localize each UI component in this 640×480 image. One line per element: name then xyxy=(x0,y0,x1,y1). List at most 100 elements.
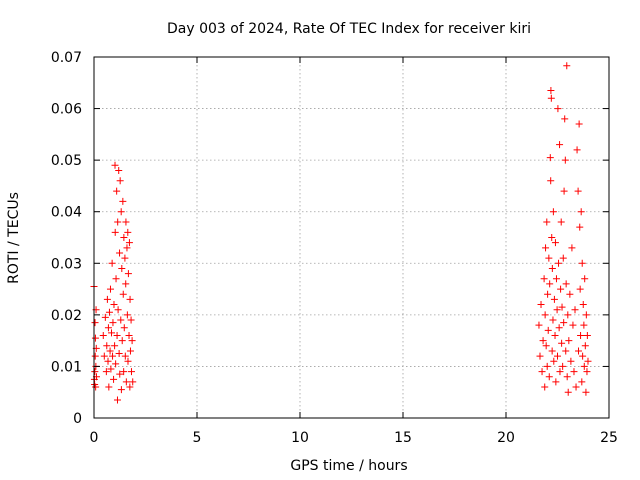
data-point xyxy=(116,370,124,378)
data-point xyxy=(555,324,563,332)
data-point xyxy=(108,259,116,267)
data-point xyxy=(573,146,581,154)
data-point xyxy=(549,208,557,216)
data-point xyxy=(557,218,565,226)
data-point xyxy=(551,331,559,339)
data-point xyxy=(99,331,107,339)
data-point xyxy=(91,334,99,342)
data-point xyxy=(115,166,123,174)
data-point xyxy=(571,306,579,314)
data-point xyxy=(126,347,134,355)
data-point xyxy=(116,249,124,257)
data-point xyxy=(120,234,128,241)
data-point xyxy=(577,208,585,216)
data-point xyxy=(546,280,554,288)
y-tick-label: 0.02 xyxy=(51,308,82,324)
data-point xyxy=(114,218,122,226)
y-tick-label: 0.04 xyxy=(51,205,82,221)
data-point xyxy=(122,280,130,288)
data-point xyxy=(582,311,590,319)
data-point xyxy=(566,290,574,298)
data-point xyxy=(554,105,562,113)
data-point xyxy=(562,347,570,355)
y-tick-label: 0.01 xyxy=(51,359,82,375)
y-tick-label: 0 xyxy=(73,411,82,427)
data-point xyxy=(117,208,125,216)
data-point xyxy=(546,154,554,162)
data-point xyxy=(125,239,133,247)
data-point xyxy=(124,228,132,236)
data-point xyxy=(545,373,553,381)
chart-title: Day 003 of 2024, Rate Of TEC Index for r… xyxy=(167,21,531,37)
data-point xyxy=(565,337,573,345)
data-point xyxy=(574,187,582,195)
data-point xyxy=(105,383,113,391)
data-point xyxy=(536,352,544,360)
data-point xyxy=(576,285,584,293)
data-point xyxy=(584,357,592,365)
data-point xyxy=(551,239,559,247)
data-point xyxy=(564,388,572,396)
data-point xyxy=(128,337,136,345)
data-point xyxy=(556,141,564,149)
data-point xyxy=(115,350,123,358)
data-point xyxy=(541,311,549,319)
data-point xyxy=(562,280,570,288)
data-point xyxy=(109,319,117,327)
data-point xyxy=(120,324,128,332)
data-point xyxy=(563,373,571,381)
data-point xyxy=(117,316,125,324)
data-point xyxy=(111,228,119,236)
data-point xyxy=(576,223,584,231)
data-point xyxy=(580,362,588,370)
y-tick-label: 0.06 xyxy=(51,102,82,118)
data-point xyxy=(110,375,118,383)
data-point xyxy=(105,308,113,316)
data-point xyxy=(563,62,571,70)
data-point xyxy=(564,311,572,319)
data-point xyxy=(578,378,586,386)
data-point xyxy=(556,368,564,376)
data-point xyxy=(558,303,566,311)
data-point xyxy=(120,368,128,376)
x-tick-labels: 0 5 10 15 20 25 xyxy=(90,430,618,446)
data-point xyxy=(106,285,114,293)
data-point xyxy=(106,347,114,355)
data-point xyxy=(121,254,129,262)
y-axis-label: ROTI / TECUs xyxy=(6,192,22,284)
data-point xyxy=(557,285,565,293)
data-point xyxy=(121,352,129,360)
data-point xyxy=(567,357,575,365)
data-point xyxy=(122,218,130,226)
data-point xyxy=(578,259,586,267)
data-point xyxy=(116,177,124,185)
data-point xyxy=(580,321,588,329)
data-point xyxy=(127,316,135,324)
data-point xyxy=(545,254,553,262)
data-point xyxy=(549,316,557,324)
data-point xyxy=(118,337,126,345)
data-point xyxy=(113,187,121,195)
data-point xyxy=(575,347,583,355)
x-tick-label: 20 xyxy=(497,430,515,446)
data-point xyxy=(108,329,116,337)
data-point xyxy=(117,386,125,394)
data-point xyxy=(114,306,122,314)
data-point xyxy=(583,368,591,376)
data-point xyxy=(104,324,112,332)
data-point xyxy=(543,362,551,370)
data-point xyxy=(555,259,563,267)
data-point xyxy=(547,87,555,95)
data-point xyxy=(538,368,546,376)
data-point xyxy=(124,270,132,278)
data-point xyxy=(558,339,566,347)
data-point xyxy=(544,326,552,334)
data-point xyxy=(559,362,567,370)
data-point xyxy=(124,357,132,365)
grid-lines xyxy=(94,57,609,418)
data-point xyxy=(537,301,545,309)
data-point xyxy=(129,378,137,386)
data-point xyxy=(100,352,108,360)
data-point xyxy=(542,342,550,350)
data-point xyxy=(553,306,561,314)
